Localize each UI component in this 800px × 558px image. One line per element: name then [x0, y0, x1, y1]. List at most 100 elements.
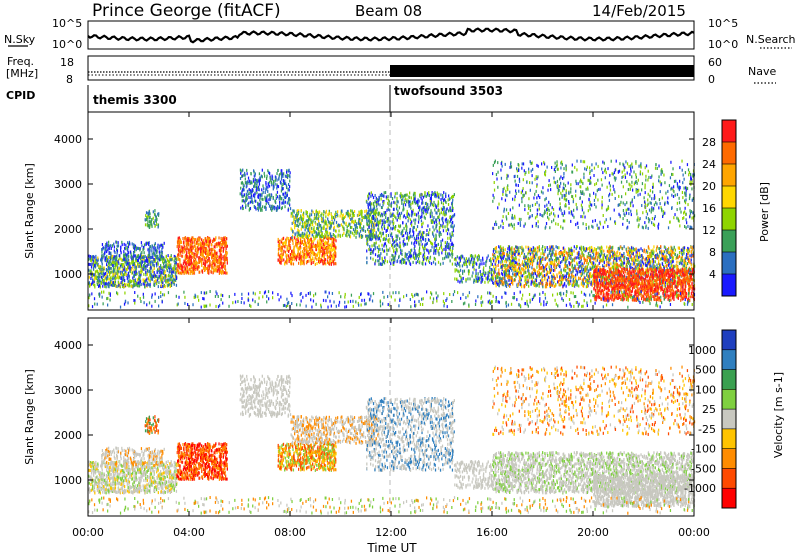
power-cell	[407, 243, 408, 246]
power-cell	[189, 268, 190, 271]
power-cell	[564, 275, 565, 278]
power-cell	[169, 258, 170, 261]
power-cell	[247, 193, 248, 196]
power-cell	[435, 263, 436, 266]
power-cell	[354, 223, 355, 226]
power-cell	[368, 225, 369, 228]
power-cell	[395, 216, 396, 219]
power-cell	[150, 270, 151, 273]
power-cell	[134, 247, 135, 250]
power-cell	[411, 249, 412, 252]
power-cell	[325, 215, 326, 218]
power-cell	[128, 245, 129, 248]
power-cell	[409, 229, 410, 232]
power-cell	[190, 255, 191, 258]
power-cell	[437, 249, 438, 252]
power-cell	[284, 245, 285, 248]
power-cell	[281, 178, 282, 181]
power-cell	[223, 250, 224, 253]
power-cell	[151, 274, 152, 277]
power-cell	[167, 279, 168, 282]
power-cell	[404, 194, 405, 197]
power-cell	[113, 269, 114, 272]
power-cell	[485, 277, 486, 280]
power-cell	[433, 249, 434, 252]
power-cell	[333, 263, 334, 266]
power-cell	[282, 183, 283, 186]
power-cell	[249, 192, 250, 195]
power-cell	[249, 188, 250, 191]
power-cell	[479, 255, 480, 258]
power-cell	[281, 175, 282, 178]
power-cell	[304, 233, 305, 236]
power-cell	[216, 252, 217, 255]
power-cell	[253, 180, 254, 183]
power-cell	[223, 262, 224, 265]
power-cell	[221, 266, 222, 269]
power-cell	[154, 213, 155, 216]
power-cell	[272, 175, 273, 178]
power-cell	[414, 245, 415, 248]
power-cell	[344, 216, 345, 219]
power-cell	[135, 278, 136, 281]
power-cell	[118, 260, 119, 263]
power-cell	[345, 234, 346, 237]
power-cell	[302, 214, 303, 217]
power-cell	[335, 239, 336, 242]
power-cell	[227, 259, 228, 262]
power-cell	[448, 209, 449, 212]
power-cell	[452, 195, 453, 198]
power-cell	[224, 271, 225, 274]
power-cell	[315, 223, 316, 226]
power-cell	[297, 243, 298, 246]
power-cell	[240, 172, 241, 175]
power-cell	[341, 210, 342, 213]
power-cell	[488, 271, 489, 274]
power-cell	[664, 250, 665, 253]
power-cell	[289, 174, 290, 177]
power-cell	[173, 278, 174, 281]
power-cell	[160, 277, 161, 280]
power-cell	[425, 247, 426, 250]
noise-left-tick-high: 10^5	[52, 17, 82, 30]
power-cell	[283, 250, 284, 253]
power-cell	[175, 271, 176, 274]
power-cell	[317, 217, 318, 220]
power-cell	[306, 244, 307, 247]
power-cell	[149, 274, 150, 277]
power-cell	[369, 192, 370, 195]
power-cell	[106, 255, 107, 258]
power-cell	[211, 243, 212, 246]
power-cell	[410, 218, 411, 221]
power-cell	[190, 243, 191, 246]
power-cell	[302, 232, 303, 235]
power-cell	[426, 203, 427, 206]
freq-right-tick-low: 0	[708, 73, 715, 86]
power-cell	[441, 201, 442, 204]
power-cell	[242, 207, 243, 210]
power-cell	[282, 253, 283, 256]
power-cell	[297, 214, 298, 217]
power-cell	[366, 257, 367, 260]
power-cell	[193, 268, 194, 271]
power-cell	[209, 265, 210, 268]
power-cell	[335, 252, 336, 255]
power-cell	[325, 251, 326, 254]
power-cell	[393, 238, 394, 241]
power-cell	[374, 229, 375, 232]
power-cell	[122, 271, 123, 274]
power-cell	[466, 262, 467, 265]
power-cell	[427, 203, 428, 206]
power-cell	[270, 198, 271, 201]
power-cell	[367, 195, 368, 198]
power-cell	[302, 223, 303, 226]
power-cell	[459, 281, 460, 284]
power-cell	[168, 254, 169, 257]
power-cell	[315, 245, 316, 248]
power-cell	[214, 246, 215, 249]
power-cell	[323, 239, 324, 242]
power-cell	[381, 198, 382, 201]
power-cell	[144, 285, 145, 288]
power-cell	[301, 228, 302, 231]
power-cell	[315, 217, 316, 220]
